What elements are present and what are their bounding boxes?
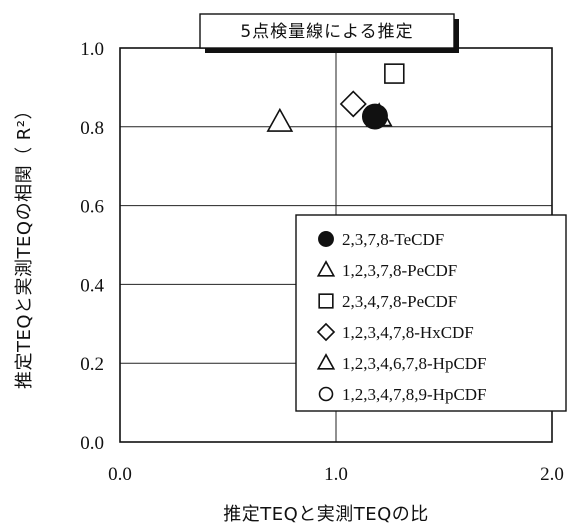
legend-item: 2,3,7,8-TeCDF [318, 230, 444, 249]
x-axis-title: 推定TEQと実測TEQの比 [223, 504, 429, 525]
x-tick-label: 0.0 [108, 464, 132, 485]
legend-label: 1,2,3,4,7,8,9-HpCDF [342, 385, 487, 404]
chart-title: 5点検量線による推定 [240, 22, 413, 42]
legend-item: 1,2,3,4,7,8,9-HpCDF [318, 385, 487, 404]
data-point-1 [361, 103, 388, 130]
title-box [199, 13, 455, 49]
y-tick-labels: 0.0 0.2 0.4 0.6 0.8 1.0 [80, 39, 104, 454]
legend-items: 2,3,7,8-TeCDF 1,2,3,7,8-PeCDF 2,3,4,7,8-Pe… [316, 230, 487, 404]
x-tick-label: 2.0 [540, 464, 564, 485]
legend-item: 1,2,3,4,6,7,8-HpCDF [316, 353, 487, 373]
data-points [266, 63, 405, 132]
x-tick-label: 1.0 [324, 464, 348, 485]
y-tick-label: 0.0 [80, 433, 104, 454]
legend-marker [316, 260, 336, 277]
legend-marker [318, 231, 334, 247]
legend-marker [316, 322, 336, 342]
legend-label: 2,3,7,8-TeCDF [342, 230, 444, 249]
legend-item: 2,3,4,7,8-PeCDF [318, 292, 457, 311]
legend-item: 1,2,3,7,8-PeCDF [316, 260, 457, 280]
legend-label: 1,2,3,4,7,8-HxCDF [342, 323, 474, 342]
legend-marker [318, 386, 334, 402]
y-axis-title: 推定TEQと実測TEQの相関（ R²） [14, 101, 35, 389]
legend-marker [318, 293, 334, 309]
legend-label: 2,3,4,7,8-PeCDF [342, 292, 457, 311]
data-point-4 [339, 90, 367, 118]
y-tick-label: 0.2 [80, 354, 104, 375]
legend-marker [316, 353, 336, 370]
data-point-3 [384, 63, 405, 84]
legend-box [295, 214, 567, 412]
legend-label: 1,2,3,4,6,7,8-HpCDF [342, 354, 487, 373]
legend-item: 1,2,3,4,7,8-HxCDF [316, 322, 474, 342]
chart-title-box: 5点検量線による推定 [199, 13, 459, 53]
legend-label: 1,2,3,7,8-PeCDF [342, 261, 457, 280]
legend: 2,3,7,8-TeCDF 1,2,3,7,8-PeCDF 2,3,4,7,8-Pe… [295, 214, 567, 412]
x-tick-labels: 0.0 1.0 2.0 [108, 464, 564, 485]
data-point-2 [266, 107, 294, 132]
y-tick-label: 0.8 [80, 118, 104, 139]
y-tick-label: 0.4 [80, 275, 104, 296]
y-tick-label: 0.6 [80, 197, 104, 218]
y-tick-label: 1.0 [80, 39, 104, 60]
